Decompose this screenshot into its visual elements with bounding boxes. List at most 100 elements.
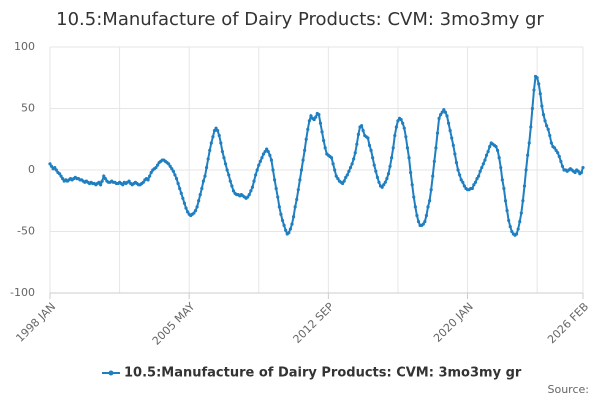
point	[246, 195, 250, 199]
point	[276, 195, 280, 199]
point	[176, 181, 180, 186]
point	[426, 205, 430, 209]
point	[99, 183, 103, 187]
point	[434, 146, 438, 150]
point	[312, 117, 316, 122]
point	[405, 146, 410, 150]
point	[263, 149, 267, 154]
point	[323, 146, 327, 150]
point	[266, 149, 270, 154]
point	[579, 170, 584, 175]
point	[121, 183, 125, 187]
point	[516, 227, 520, 231]
point	[549, 141, 553, 145]
point	[456, 168, 460, 172]
point	[227, 173, 231, 177]
point	[486, 149, 490, 154]
point	[556, 151, 560, 155]
point	[394, 125, 398, 129]
point	[209, 141, 213, 145]
point	[231, 189, 236, 193]
point	[473, 180, 478, 184]
point	[538, 92, 542, 96]
point	[201, 179, 206, 183]
point	[352, 157, 356, 161]
point	[230, 184, 234, 188]
point	[269, 158, 274, 162]
point	[167, 162, 171, 166]
point	[522, 184, 527, 188]
point	[524, 168, 528, 172]
point	[435, 131, 440, 135]
chart-title: 10.5:Manufacture of Dairy Products: CVM:…	[56, 9, 544, 30]
point	[206, 157, 210, 161]
point	[494, 145, 498, 149]
point	[477, 174, 481, 178]
point	[284, 228, 288, 232]
point	[478, 169, 482, 173]
point	[249, 189, 253, 193]
x-tick-label: 2005 MAY	[150, 300, 198, 348]
point	[198, 193, 202, 197]
point	[97, 180, 101, 184]
point	[331, 162, 335, 166]
point	[461, 180, 465, 184]
point	[451, 143, 455, 147]
point	[437, 116, 441, 120]
point	[203, 174, 207, 178]
point	[260, 156, 264, 160]
point	[225, 168, 229, 172]
point	[219, 141, 223, 145]
point	[355, 142, 359, 146]
point	[247, 193, 251, 197]
point	[261, 152, 266, 156]
point	[295, 197, 299, 202]
point	[287, 231, 291, 235]
point	[216, 129, 220, 133]
point	[48, 162, 52, 166]
point	[252, 179, 256, 183]
point	[217, 133, 221, 138]
point	[228, 179, 232, 183]
point	[413, 205, 417, 209]
point	[442, 108, 446, 112]
point	[212, 129, 217, 133]
point	[254, 173, 258, 177]
point	[391, 146, 395, 150]
point	[527, 141, 531, 145]
point	[271, 168, 275, 172]
point	[409, 170, 413, 175]
point	[149, 170, 153, 175]
point	[356, 132, 361, 136]
point	[377, 180, 381, 184]
point	[279, 212, 283, 216]
point	[182, 201, 187, 205]
point	[472, 183, 476, 187]
legend-label: 10.5:Manufacture of Dairy Products: CVM:…	[124, 366, 522, 381]
point	[429, 188, 433, 192]
point	[178, 186, 182, 191]
point	[296, 188, 300, 192]
point	[170, 167, 174, 171]
point	[334, 174, 338, 178]
point	[258, 159, 262, 163]
point	[399, 117, 403, 122]
point	[303, 148, 307, 152]
point	[505, 208, 509, 213]
point	[475, 177, 479, 181]
point	[462, 184, 466, 188]
point	[432, 159, 436, 163]
point	[404, 135, 408, 139]
point	[171, 169, 175, 173]
point	[367, 143, 372, 147]
point	[222, 156, 226, 160]
point	[197, 199, 201, 203]
point	[61, 177, 65, 181]
point	[446, 121, 451, 125]
point	[195, 205, 199, 209]
point	[100, 179, 104, 183]
point	[500, 178, 504, 182]
point	[458, 173, 462, 177]
point	[541, 113, 546, 117]
